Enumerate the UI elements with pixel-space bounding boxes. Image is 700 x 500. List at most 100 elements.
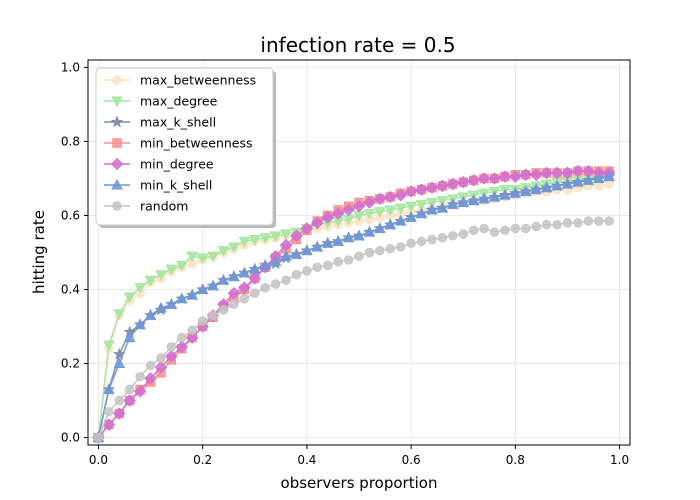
data-point xyxy=(187,325,197,335)
data-point xyxy=(373,192,387,206)
data-point xyxy=(384,205,397,216)
data-point xyxy=(592,172,605,183)
data-point xyxy=(540,166,553,180)
data-point xyxy=(166,342,177,352)
data-point xyxy=(114,395,124,406)
data-point xyxy=(144,309,157,320)
legend-item: min_degree xyxy=(104,157,214,172)
data-point xyxy=(467,194,480,206)
chart-title: infection rate = 0.5 xyxy=(260,33,455,57)
data-point xyxy=(102,383,115,394)
data-point xyxy=(186,331,199,344)
legend-item: max_betweenness xyxy=(104,73,256,88)
data-point xyxy=(207,251,219,263)
data-point xyxy=(427,234,437,245)
legend-item: max_degree xyxy=(104,94,218,109)
y-tick-label: 1.0 xyxy=(61,60,80,74)
legend-marker xyxy=(111,178,123,190)
data-point xyxy=(196,253,209,265)
data-point xyxy=(248,235,261,246)
data-point xyxy=(343,255,354,265)
series-min-degree xyxy=(92,164,616,444)
legend-label: random xyxy=(140,199,188,214)
y-tick-label: 0.4 xyxy=(61,283,80,297)
data-point xyxy=(302,266,312,276)
data-point xyxy=(572,176,584,187)
data-point xyxy=(540,181,553,193)
y-tick-label: 0.8 xyxy=(61,134,80,148)
data-point xyxy=(404,185,418,198)
x-tick-label: 0.0 xyxy=(89,453,108,467)
data-point xyxy=(436,196,449,207)
data-point xyxy=(415,207,428,219)
data-point xyxy=(550,166,564,180)
data-point xyxy=(394,203,407,215)
data-point xyxy=(208,310,218,321)
data-point xyxy=(500,225,510,235)
data-point xyxy=(552,220,562,230)
data-point xyxy=(594,216,604,226)
data-point xyxy=(510,223,521,234)
data-point xyxy=(373,207,386,218)
data-point xyxy=(207,279,219,291)
data-point xyxy=(270,279,281,289)
data-point xyxy=(562,218,573,228)
data-point xyxy=(333,257,343,267)
data-point xyxy=(312,262,323,273)
data-point xyxy=(364,247,375,258)
data-point xyxy=(155,270,167,281)
data-point xyxy=(395,242,406,252)
x-axis: 0.0 0.2 0.4 0.6 0.8 1.0 xyxy=(89,445,629,467)
data-point xyxy=(446,177,460,191)
data-point xyxy=(134,318,146,330)
legend-label: min_k_shell xyxy=(140,178,212,193)
x-tick-label: 0.4 xyxy=(297,453,316,467)
data-point xyxy=(280,250,292,261)
data-point xyxy=(104,406,114,417)
data-point xyxy=(521,223,531,234)
data-point xyxy=(281,275,291,285)
data-point xyxy=(217,274,230,285)
data-point xyxy=(186,251,199,263)
data-point xyxy=(311,240,324,252)
data-point xyxy=(457,175,470,189)
data-point xyxy=(437,232,448,243)
data-point xyxy=(238,281,251,294)
y-axis: 0.0 0.2 0.4 0.6 0.8 1.0 xyxy=(61,60,88,445)
data-point xyxy=(228,270,240,282)
x-tick-label: 1.0 xyxy=(610,453,629,467)
data-point xyxy=(342,203,355,217)
data-point xyxy=(467,174,480,187)
data-point xyxy=(156,353,166,363)
data-point xyxy=(519,168,532,181)
data-point xyxy=(604,216,614,226)
legend-label: max_betweenness xyxy=(140,73,256,88)
data-point xyxy=(186,289,199,300)
data-point xyxy=(144,275,157,287)
data-point xyxy=(603,170,616,182)
data-point xyxy=(135,371,145,382)
data-point xyxy=(385,244,395,254)
data-point xyxy=(228,242,240,253)
data-point xyxy=(342,231,355,243)
plot-frame xyxy=(87,59,631,446)
y-tick-label: 0.2 xyxy=(61,357,80,371)
data-point xyxy=(332,235,345,246)
data-point xyxy=(93,432,104,443)
data-point xyxy=(363,226,376,237)
data-point xyxy=(425,181,439,194)
data-point xyxy=(259,259,272,270)
series-line xyxy=(97,220,610,438)
series-random xyxy=(93,216,614,443)
x-tick-label: 0.2 xyxy=(193,453,212,467)
data-point xyxy=(375,245,385,256)
data-point xyxy=(123,331,136,343)
data-point xyxy=(509,187,522,198)
legend-item: random xyxy=(104,199,188,214)
y-axis-label: hitting rate xyxy=(30,210,48,294)
data-point xyxy=(415,183,428,196)
data-point xyxy=(458,229,468,239)
data-point xyxy=(373,222,386,233)
data-point xyxy=(561,177,574,189)
data-point xyxy=(363,196,376,209)
